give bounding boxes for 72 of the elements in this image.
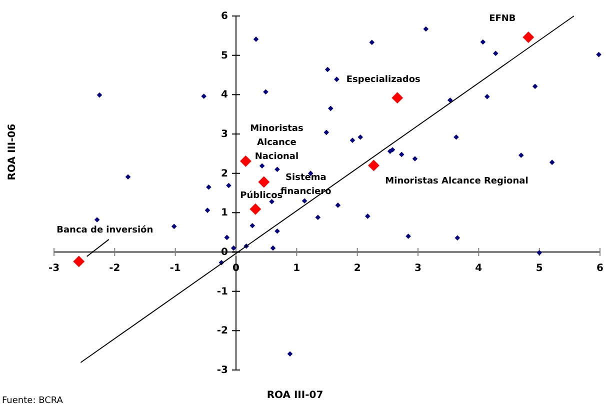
point	[406, 234, 411, 239]
point	[270, 245, 276, 251]
point	[480, 39, 486, 45]
point	[324, 66, 330, 72]
point	[484, 94, 490, 100]
point	[171, 224, 177, 230]
point	[263, 89, 268, 95]
y-tick-label: -3	[216, 365, 228, 376]
point	[549, 160, 555, 165]
point	[328, 106, 334, 112]
point	[230, 245, 236, 251]
source-note: Fuente: BCRA	[2, 396, 64, 406]
point	[324, 130, 330, 136]
x-tick-label: 6	[596, 263, 604, 274]
x-tick-label: 1	[293, 263, 300, 274]
point	[125, 174, 131, 180]
point	[358, 134, 364, 140]
point	[365, 214, 370, 219]
annotation: Especializados	[346, 74, 420, 85]
y-tick-label: 1	[221, 208, 228, 219]
point	[250, 223, 256, 228]
point	[423, 26, 429, 32]
point	[259, 163, 265, 169]
point	[398, 152, 404, 158]
point	[206, 184, 212, 190]
point	[368, 160, 380, 172]
point	[369, 40, 375, 45]
point	[335, 202, 341, 208]
x-tick-label: -3	[48, 263, 60, 274]
point	[274, 228, 280, 234]
point	[518, 152, 524, 158]
x-tick-label: 4	[475, 263, 482, 274]
point	[201, 94, 206, 99]
annotation: Banca de inversión	[56, 224, 154, 236]
point	[269, 199, 274, 204]
y-tick-label: 6	[221, 11, 228, 22]
point	[302, 198, 308, 204]
point	[287, 351, 293, 357]
point	[536, 250, 542, 256]
point	[315, 214, 321, 220]
y-tick-label: 4	[221, 90, 228, 101]
annotation: EFNB	[489, 14, 516, 24]
y-tick-label: -1	[216, 286, 228, 298]
point	[493, 50, 498, 56]
point	[454, 134, 459, 140]
x-tick-label: -1	[170, 263, 181, 274]
point	[250, 203, 262, 215]
annotation: Minoristas Alcance Regional	[385, 176, 528, 186]
x-axis-title: ROA III-07	[266, 390, 324, 401]
point	[240, 155, 252, 167]
x-tick-label: 2	[354, 263, 361, 274]
point	[258, 176, 270, 188]
y-tick-label: 5	[221, 50, 228, 62]
x-tick-label: -2	[109, 263, 120, 274]
y-axis-title: ROA III-06	[7, 124, 18, 180]
point	[73, 256, 85, 268]
point	[96, 92, 102, 98]
y-tick-label: 3	[221, 129, 228, 140]
point	[224, 234, 230, 240]
y-tick-label: -2	[216, 326, 228, 337]
point	[522, 32, 534, 43]
y-tick-label: 2	[221, 168, 228, 180]
point	[532, 84, 538, 90]
x-tick-label: 3	[414, 263, 422, 274]
point	[448, 98, 453, 103]
point	[392, 92, 404, 104]
annotation: Minoristas Alcance Nacional	[250, 124, 304, 162]
point	[334, 76, 340, 82]
x-tick-label: 5	[536, 263, 543, 274]
point	[454, 235, 460, 240]
y-tick-label: 0	[221, 247, 228, 258]
point	[274, 166, 280, 172]
